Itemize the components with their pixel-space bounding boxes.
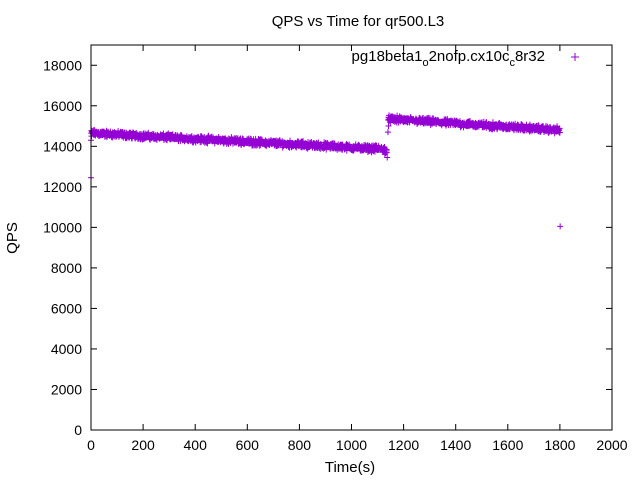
x-axis-ticks: 0 200 400 600 800 1000 1200 1400 1600 1800 2000 bbox=[87, 45, 628, 453]
x-tick-label: 600 bbox=[236, 437, 260, 453]
x-tick-label: 1800 bbox=[544, 437, 575, 453]
legend-plus-marker bbox=[571, 53, 579, 61]
plot-frame bbox=[90, 44, 613, 431]
y-tick-label: 6000 bbox=[51, 300, 82, 316]
y-tick-label: 16000 bbox=[43, 98, 82, 114]
y-tick-label: 18000 bbox=[43, 57, 82, 73]
legend-text-part: 2nofp.cx10c bbox=[429, 48, 510, 65]
data-point bbox=[557, 223, 564, 230]
y-tick-label: 2000 bbox=[51, 381, 82, 397]
legend: pg18beta1o2nofp.cx10cc8r32 bbox=[352, 48, 579, 69]
legend-subscript: c bbox=[509, 57, 515, 69]
legend-text-part: 8r32 bbox=[515, 48, 545, 65]
legend-marker bbox=[571, 53, 579, 61]
data-point bbox=[384, 129, 391, 136]
legend-subscript: o bbox=[422, 57, 428, 69]
data-point bbox=[383, 149, 390, 156]
x-tick-label: 1000 bbox=[336, 437, 367, 453]
y-tick-label: 14000 bbox=[43, 138, 82, 154]
data-point bbox=[88, 133, 95, 140]
y-tick-label: 4000 bbox=[51, 341, 82, 357]
x-axis-label: Time(s) bbox=[325, 459, 375, 476]
y-tick-label: 10000 bbox=[43, 219, 82, 235]
x-tick-label: 400 bbox=[184, 437, 208, 453]
x-tick-label: 1400 bbox=[440, 437, 471, 453]
x-tick-label: 200 bbox=[131, 437, 155, 453]
x-tick-label: 2000 bbox=[596, 437, 627, 453]
chart-title: QPS vs Time for qr500.L3 bbox=[272, 13, 445, 30]
y-axis-ticks: 0 2000 4000 6000 8000 10000 12000 14000 16000 180… bbox=[43, 57, 612, 438]
data-points bbox=[88, 112, 564, 230]
y-tick-label: 8000 bbox=[51, 260, 82, 276]
legend-label: pg18beta1o2nofp.cx10cc8r32 bbox=[352, 48, 545, 69]
data-point bbox=[385, 123, 392, 130]
x-tick-label: 0 bbox=[87, 437, 95, 453]
data-point bbox=[556, 129, 563, 136]
x-tick-label: 800 bbox=[288, 437, 312, 453]
x-tick-label: 1200 bbox=[388, 437, 419, 453]
legend-text-part: pg18beta1 bbox=[352, 48, 423, 65]
y-tick-label: 0 bbox=[74, 422, 82, 438]
y-axis-label: QPS bbox=[4, 222, 21, 254]
y-tick-label: 12000 bbox=[43, 179, 82, 195]
x-tick-label: 1600 bbox=[492, 437, 523, 453]
data-point bbox=[384, 154, 391, 161]
